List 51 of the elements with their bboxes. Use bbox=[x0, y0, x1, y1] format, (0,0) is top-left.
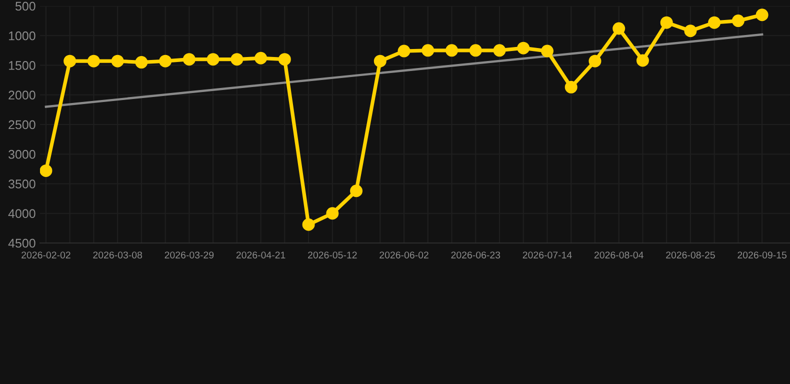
point bbox=[40, 164, 52, 177]
x-tick-label: 2026-06-23 bbox=[451, 252, 500, 258]
x-tick-label: 2026-06-02 bbox=[380, 252, 428, 258]
point bbox=[230, 53, 244, 66]
y-tick-label: 3000 bbox=[8, 150, 36, 159]
point bbox=[111, 54, 124, 68]
point bbox=[206, 53, 220, 66]
x-tick-label: 2026-09-15 bbox=[738, 252, 787, 258]
point bbox=[374, 54, 386, 68]
point bbox=[182, 53, 196, 66]
point bbox=[564, 80, 578, 94]
point bbox=[135, 56, 148, 69]
x-tick-label: 2026-04-21 bbox=[236, 252, 286, 258]
point bbox=[517, 42, 530, 54]
point bbox=[159, 54, 172, 68]
y-tick-label: 3500 bbox=[8, 180, 36, 188]
point bbox=[326, 207, 339, 220]
point bbox=[732, 14, 744, 28]
x-tick-label: 2026-05-12 bbox=[308, 252, 357, 258]
x-tick-label: 2026-07-14 bbox=[522, 252, 572, 258]
y-tick-label: 1000 bbox=[8, 31, 36, 40]
y-tick-label: 4000 bbox=[8, 209, 36, 218]
point bbox=[64, 54, 76, 68]
y-tick-label: 2000 bbox=[8, 90, 36, 100]
point bbox=[469, 44, 482, 57]
point bbox=[350, 184, 363, 198]
x-tick-label: 2026-03-29 bbox=[164, 252, 214, 258]
x-tick-label: 2026-02-02 bbox=[22, 252, 70, 258]
point bbox=[708, 16, 721, 29]
point bbox=[422, 44, 434, 57]
point bbox=[398, 44, 410, 58]
point bbox=[756, 8, 768, 22]
point bbox=[636, 54, 649, 67]
x-tick-label: 2026-08-04 bbox=[594, 252, 644, 258]
y-tick-label: 2500 bbox=[8, 120, 36, 130]
x-tick-label: 2026-08-25 bbox=[666, 252, 715, 258]
point bbox=[87, 54, 100, 68]
point bbox=[540, 44, 554, 58]
point bbox=[612, 22, 626, 35]
point bbox=[278, 53, 291, 66]
point bbox=[660, 16, 673, 29]
point bbox=[302, 218, 315, 231]
y-tick-label: 1500 bbox=[8, 61, 36, 70]
point bbox=[684, 24, 697, 38]
point bbox=[446, 44, 458, 57]
y-tick-label: 4500 bbox=[8, 238, 36, 248]
x-tick-label: 2026-03-08 bbox=[93, 252, 142, 258]
y-tick-label: 500 bbox=[15, 2, 36, 11]
point bbox=[254, 52, 268, 64]
point bbox=[588, 54, 602, 68]
point bbox=[493, 44, 506, 57]
